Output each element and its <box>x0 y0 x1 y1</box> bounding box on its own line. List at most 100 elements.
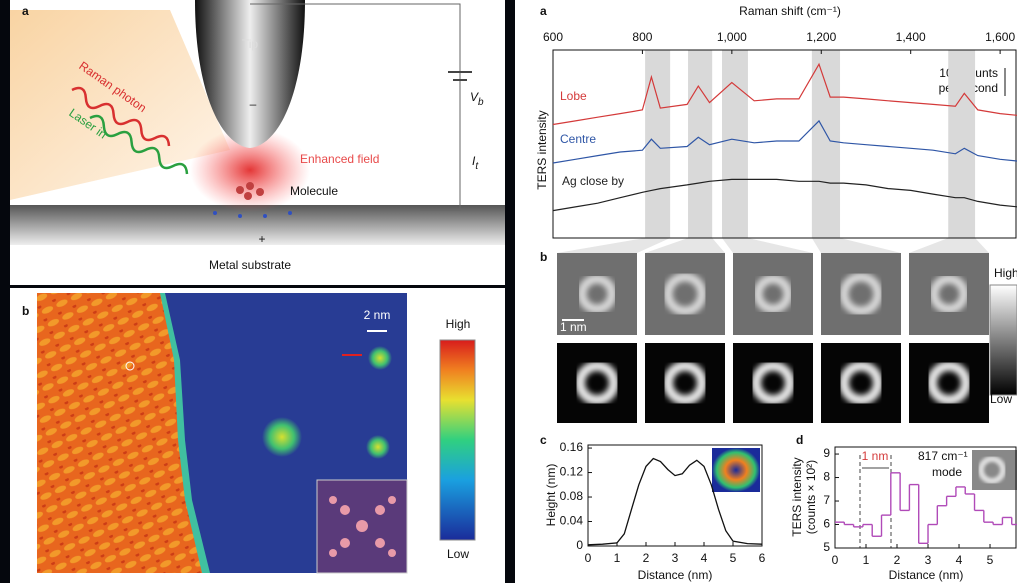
y-tick-label: 8 <box>823 470 830 484</box>
panel-letter: c <box>540 433 547 447</box>
colorbar-high: High <box>994 266 1017 280</box>
stm-ring <box>839 272 883 316</box>
x-tick-label: 600 <box>543 30 563 44</box>
y-tick-label: 9 <box>823 446 830 460</box>
x-tick-label: 800 <box>632 30 652 44</box>
x-axis-label: Raman shift (cm⁻¹) <box>739 4 841 18</box>
bias-label: Vb <box>470 90 484 107</box>
band-connector <box>909 238 989 253</box>
series-label: Centre <box>560 132 596 146</box>
bias-symbol: V <box>470 90 479 104</box>
sim-image <box>733 343 813 423</box>
panel-letter: a <box>22 4 29 18</box>
x-tick-label: 3 <box>925 553 932 567</box>
sim-image <box>645 343 725 423</box>
tip-charge: – <box>250 97 257 111</box>
y-tick-label: 7 <box>823 493 830 507</box>
plot-frame <box>834 446 1017 549</box>
sim-ring <box>751 361 795 405</box>
band-connector <box>557 238 671 253</box>
scale-bar-label: 1 nm <box>560 320 587 334</box>
x-tick-label: 0 <box>832 553 839 567</box>
panel-letter: a <box>540 4 547 18</box>
panel-letter: b <box>540 250 547 264</box>
y-tick-label: 0.08 <box>560 489 584 503</box>
stm-ring <box>753 274 793 314</box>
x-axis-label: Distance (nm) <box>889 568 964 582</box>
panel-b-images: b High Low 1 nm <box>540 250 1017 423</box>
colorbar-low: Low <box>447 547 469 561</box>
panel-b-stm: 2 nm High Low b <box>10 288 505 583</box>
y-axis-label: (counts × 10²) <box>804 460 818 534</box>
stm-ring <box>663 272 707 316</box>
plot-frame <box>552 49 1017 239</box>
x-tick-label: 5 <box>730 551 737 565</box>
y-axis-label: TERS intensity <box>790 457 804 536</box>
x-tick-label: 1 <box>863 553 870 567</box>
x-tick-label: 5 <box>987 553 994 567</box>
tip-label: Tip <box>242 37 259 51</box>
bias-subscript: b <box>478 97 484 108</box>
x-tick-label: 1,000 <box>717 30 747 44</box>
x-tick-label: 3 <box>672 551 679 565</box>
y-axis-label: TERS intensity <box>535 110 549 189</box>
highlight-band <box>811 50 841 238</box>
current-symbol: I <box>472 154 476 168</box>
stm-image <box>645 253 725 335</box>
x-tick-label: 1,200 <box>806 30 836 44</box>
substrate-label: Metal substrate <box>209 258 291 272</box>
x-tick-label: 1 <box>614 551 621 565</box>
y-tick-label: 0 <box>576 538 583 552</box>
stm-image <box>557 253 637 335</box>
stm-ring <box>929 274 969 314</box>
x-tick-label: 4 <box>701 551 708 565</box>
x-tick-label: 2 <box>643 551 650 565</box>
band-connector <box>645 238 725 253</box>
stm-ring <box>577 274 617 314</box>
sim-ring <box>575 361 619 405</box>
sim-ring <box>927 361 971 405</box>
x-axis-label: Distance (nm) <box>638 568 713 582</box>
x-tick-label: 4 <box>956 553 963 567</box>
distance-annotation: 1 nm <box>862 449 889 463</box>
series-label: Ag close by <box>562 174 624 188</box>
stm-image <box>909 253 989 335</box>
highlight-band <box>722 50 748 238</box>
current-subscript: t <box>475 161 479 172</box>
field-label: Enhanced field <box>300 152 379 166</box>
x-tick-label: 2 <box>894 553 901 567</box>
sim-image <box>557 343 637 423</box>
x-tick-label: 0 <box>585 551 592 565</box>
panel-a-diagram: a Tip – Raman photon Laser in Enhanced f… <box>10 0 505 285</box>
y-axis-label: Height (nm) <box>544 464 558 527</box>
sim-image <box>821 343 901 423</box>
y-tick-label: 6 <box>823 517 830 531</box>
scale-bar-label: 2 nm <box>364 308 391 322</box>
stm-image <box>821 253 901 335</box>
substrate-charge: + <box>258 232 265 246</box>
x-tick-label: 6 <box>759 551 766 565</box>
y-tick-label: 0.04 <box>560 514 584 528</box>
data-line <box>552 119 1017 164</box>
data-line <box>552 178 1017 212</box>
current-label: It <box>472 154 479 171</box>
y-tick-label: 0.16 <box>560 440 584 454</box>
highlight-band <box>645 50 671 238</box>
stm-image <box>733 253 813 335</box>
colorbar-high: High <box>446 317 471 331</box>
x-tick-label: 1,400 <box>896 30 926 44</box>
data-line <box>587 457 763 546</box>
highlight-band <box>948 50 976 238</box>
series-label: Lobe <box>560 89 587 103</box>
sim-ring <box>663 361 707 405</box>
y-tick-label: 0.12 <box>560 465 584 479</box>
x-tick-label: 1,600 <box>985 30 1015 44</box>
mode-annotation: mode <box>932 465 962 479</box>
band-connector <box>811 238 901 253</box>
band-connector <box>722 238 813 253</box>
sim-image <box>909 343 989 423</box>
panel-letter: b <box>22 304 29 318</box>
y-tick-label: 5 <box>823 540 830 554</box>
